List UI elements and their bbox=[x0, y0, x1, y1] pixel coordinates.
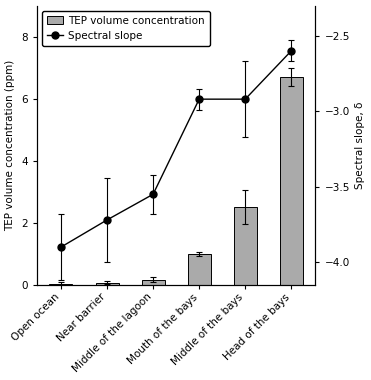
Bar bbox=[234, 207, 257, 285]
Y-axis label: Spectral slope, δ: Spectral slope, δ bbox=[355, 101, 365, 189]
Bar bbox=[49, 283, 72, 285]
Bar bbox=[142, 280, 165, 285]
Legend: TEP volume concentration, Spectral slope: TEP volume concentration, Spectral slope bbox=[42, 11, 210, 46]
Bar bbox=[95, 283, 119, 285]
Bar bbox=[188, 254, 211, 285]
Y-axis label: TEP volume concentration (ppm): TEP volume concentration (ppm) bbox=[6, 60, 16, 231]
Bar bbox=[280, 77, 303, 285]
